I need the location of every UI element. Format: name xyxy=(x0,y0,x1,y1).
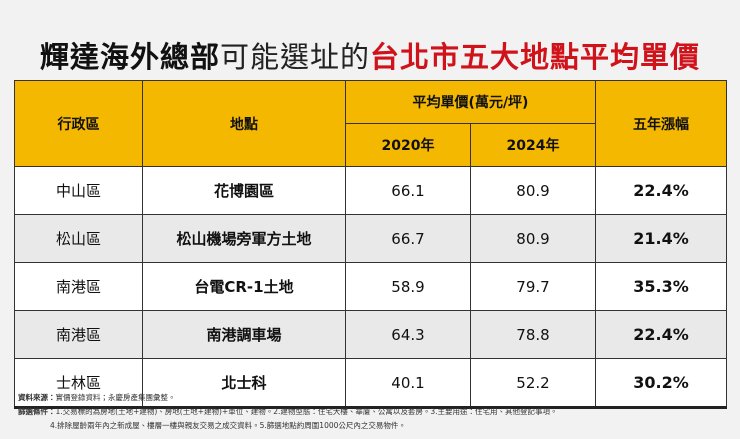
table-cell: 南港區 xyxy=(14,310,143,359)
table-row: 中山區 花博園區 66.1 80.9 22.4% xyxy=(14,166,728,215)
table-cell: 52.2 xyxy=(469,358,597,408)
table-cell: 66.7 xyxy=(345,214,471,263)
table-row: 南港區 台電CR-1土地 58.9 79.7 35.3% xyxy=(14,262,728,311)
table-cell: 40.1 xyxy=(345,358,471,408)
title-part: 可能選址的 xyxy=(219,40,370,74)
table-cell: 松山機場旁軍方土地 xyxy=(142,214,346,263)
table-cell: 79.7 xyxy=(469,262,597,311)
table-cell: 80.9 xyxy=(469,214,597,263)
header-cell: 行政區 xyxy=(14,80,143,167)
title: 輝達海外總部可能選址的台北市五大地點平均單價 xyxy=(0,34,740,76)
table-cell: 58.9 xyxy=(345,262,471,311)
table-row: 士林區 北士科 40.1 52.2 30.2% xyxy=(14,358,728,408)
title-part: 輝達海外總部 xyxy=(39,40,220,74)
note-label: 篩選條件： xyxy=(18,407,56,416)
table-cell: 南港調車場 xyxy=(142,310,346,359)
price-table: 行政區 地點 平均單價(萬元/坪) 五年漲幅 2020年 2024年 中山區 花博園區 66… xyxy=(14,80,728,409)
table-cell: 22.4% xyxy=(595,166,728,215)
table-row: 南港區 南港調車場 64.3 78.8 22.4% xyxy=(14,310,728,359)
table-cell: 松山區 xyxy=(14,214,143,263)
table-cell: 80.9 xyxy=(469,166,597,215)
table-cell: 南港區 xyxy=(14,262,143,311)
table-cell: 21.4% xyxy=(595,214,728,263)
table-cell: 士林區 xyxy=(14,358,143,408)
header-cell: 2020年 xyxy=(345,123,471,167)
table-row: 松山區 松山機場旁軍方土地 66.7 80.9 21.4% xyxy=(14,214,728,263)
table-body: 中山區 花博園區 66.1 80.9 22.4% 松山區 松山機場旁軍方土地 66.7 80.9… xyxy=(14,166,728,408)
table-cell: 66.1 xyxy=(345,166,471,215)
table-cell: 35.3% xyxy=(595,262,728,311)
table-cell: 30.2% xyxy=(595,358,728,408)
table-cell: 花博園區 xyxy=(142,166,346,215)
note: 資料來源：實價登錄資料；永慶房產集團彙整。 xyxy=(18,392,176,403)
note-text: 1.交易標的為房地(土地+建物)、房地(土地+建物)+車位、建物。2.建物型態：… xyxy=(55,407,558,416)
note-text: 4.排除屋齡兩年內之新成屋、樓層一樓與親友交易之成交資料。5.篩選地點約周圍10… xyxy=(50,421,406,430)
table-cell: 22.4% xyxy=(595,310,728,359)
note: 篩選條件：1.交易標的為房地(土地+建物)、房地(土地+建物)+車位、建物。2.… xyxy=(18,406,558,417)
note-text: 實價登錄資料；永慶房產集團彙整。 xyxy=(55,393,176,402)
table-cell: 中山區 xyxy=(14,166,143,215)
note-label: 資料來源： xyxy=(18,393,56,402)
table-cell: 64.3 xyxy=(345,310,471,359)
header-cell: 2024年 xyxy=(469,123,597,167)
header-cell: 地點 xyxy=(142,80,346,167)
table-cell: 台電CR-1土地 xyxy=(142,262,346,311)
title-part: 台北市五大地點平均單價 xyxy=(370,40,701,74)
header-cell: 平均單價(萬元/坪) xyxy=(344,80,597,124)
note: 4.排除屋齡兩年內之新成屋、樓層一樓與親友交易之成交資料。5.篩選地點約周圍10… xyxy=(50,420,406,431)
table-cell: 78.8 xyxy=(469,310,597,359)
header-cell: 五年漲幅 xyxy=(595,80,728,167)
